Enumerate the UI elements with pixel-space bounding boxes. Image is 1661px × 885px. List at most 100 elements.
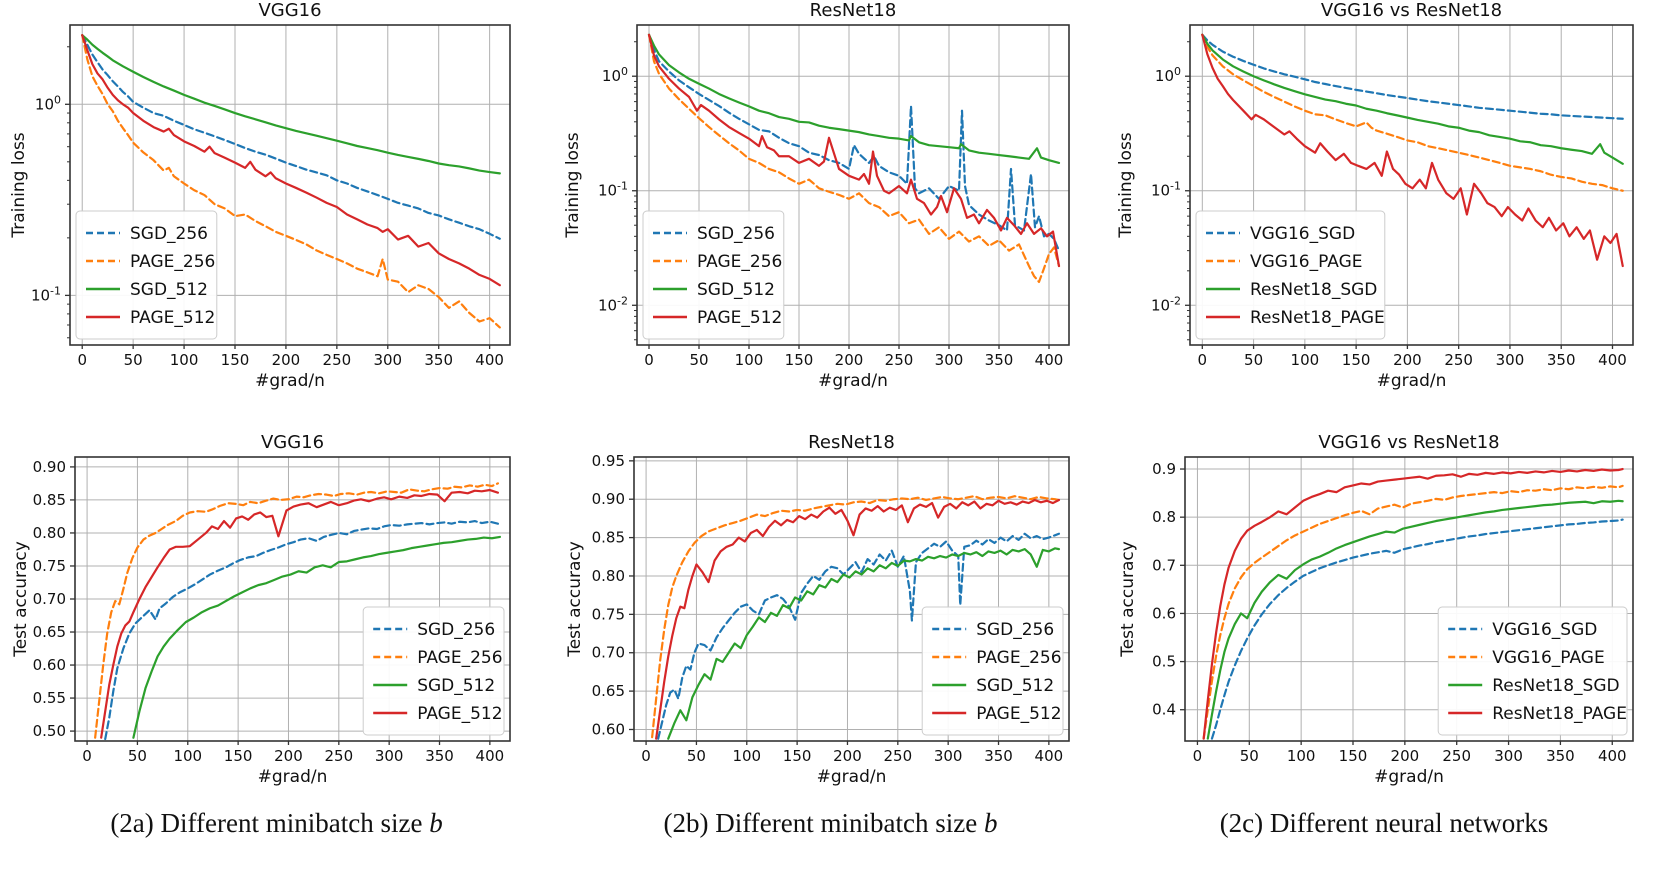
legend-label-page_512: PAGE_512 xyxy=(697,308,782,328)
svg-text:250: 250 xyxy=(323,351,352,369)
svg-text:0.95: 0.95 xyxy=(592,452,625,470)
svg-text:200: 200 xyxy=(1391,747,1420,765)
svg-text:0.9: 0.9 xyxy=(1152,460,1176,478)
svg-text:400: 400 xyxy=(1598,351,1627,369)
caption-text: (2b) Different minibatch size xyxy=(663,808,984,838)
svg-text:150: 150 xyxy=(1339,747,1368,765)
svg-text:150: 150 xyxy=(221,351,250,369)
series-group xyxy=(81,34,501,329)
series-group xyxy=(651,495,1061,740)
cap-2c: (2c) Different neural networks xyxy=(1107,808,1661,839)
caption-symbol: b xyxy=(429,808,443,838)
svg-text:0.65: 0.65 xyxy=(33,623,66,641)
legend-label-resnet18_page: ResNet18_PAGE xyxy=(1250,308,1385,328)
series-line-vgg16_sgd xyxy=(1201,33,1624,120)
svg-text:200: 200 xyxy=(1393,351,1422,369)
svg-text:350: 350 xyxy=(424,351,453,369)
series-line-vgg16_page xyxy=(1201,33,1624,192)
series-line-page_512 xyxy=(100,488,500,739)
svg-text:250: 250 xyxy=(885,351,914,369)
legend-label-page_512: PAGE_512 xyxy=(417,704,502,724)
x-axis-ticks: 0 50 100 150 200 250 300 350 400 xyxy=(641,741,1063,765)
svg-text:400: 400 xyxy=(1598,747,1627,765)
legend-label-sgd_256: SGD_256 xyxy=(697,224,775,244)
caption-text: (2c) Different neural networks xyxy=(1219,808,1549,838)
x-axis-label: #grad/n xyxy=(1374,767,1444,787)
svg-text:400: 400 xyxy=(475,351,504,369)
svg-text:250: 250 xyxy=(883,747,912,765)
svg-text:350: 350 xyxy=(985,351,1014,369)
legend: SGD_256 PAGE_256 SGD_512 PAGE_512 xyxy=(921,606,1064,736)
svg-text:400: 400 xyxy=(1035,747,1064,765)
svg-text:100: 100 xyxy=(173,747,202,765)
legend: VGG16_SGD VGG16_PAGE ResNet18_SGD ResNet18_… xyxy=(1437,606,1628,736)
x-axis-ticks: 0 50 100 150 200 250 300 350 400 xyxy=(1193,741,1627,765)
legend-label-vgg16_page: VGG16_PAGE xyxy=(1250,252,1363,272)
series-line-sgd_256 xyxy=(657,532,1061,740)
x-axis-ticks: 0 50 100 150 200 250 300 350 400 xyxy=(1198,345,1627,369)
legend-label-resnet18_sgd: ResNet18_SGD xyxy=(1492,676,1619,696)
chart-panel-vgg16-vs-resnet18-training-loss: VGG16 vs ResNet18 0 50 100 150 200 250 300 350 40… xyxy=(1107,0,1661,390)
svg-text:50: 50 xyxy=(1244,351,1263,369)
svg-text:0: 0 xyxy=(641,747,651,765)
series-line-sgd_512 xyxy=(81,34,501,175)
svg-text:0.6: 0.6 xyxy=(1152,604,1176,622)
legend-label-page_256: PAGE_256 xyxy=(417,648,502,668)
svg-text:100: 100 xyxy=(735,351,764,369)
svg-text:100: 100 xyxy=(732,747,761,765)
legend: SGD_256 PAGE_256 SGD_512 PAGE_512 xyxy=(75,210,218,340)
series-line-sgd_256 xyxy=(104,519,500,741)
x-axis-ticks: 0 50 100 150 200 250 300 350 400 xyxy=(82,741,504,765)
svg-text:150: 150 xyxy=(785,351,814,369)
caption-text: (2a) Different minibatch size xyxy=(110,808,430,838)
y-axis-ticks: 100 10-1 10-2 xyxy=(598,65,637,314)
svg-text:0.75: 0.75 xyxy=(33,557,66,575)
chart-panel-vgg16-vs-resnet18-test-accuracy: VGG16 vs ResNet18 0 50 100 150 200 250 300 350 40… xyxy=(1107,393,1661,793)
axes-frame xyxy=(633,456,1070,742)
series-group xyxy=(94,482,502,741)
svg-text:350: 350 xyxy=(425,747,454,765)
y-axis-label: Training loss xyxy=(563,132,583,238)
y-axis-label: Training loss xyxy=(9,132,29,238)
series-line-resnet18_sgd xyxy=(1201,33,1624,165)
svg-text:100: 100 xyxy=(1291,351,1320,369)
legend: VGG16_SGD VGG16_PAGE ResNet18_SGD ResNet18_… xyxy=(1195,210,1386,340)
svg-text:250: 250 xyxy=(1442,747,1471,765)
legend-label-vgg16_sgd: VGG16_SGD xyxy=(1492,620,1597,640)
y-axis-ticks: 0.50 0.55 0.60 0.65 0.70 0.75 0.80 0.85 0.90 xyxy=(33,458,75,740)
svg-text:400: 400 xyxy=(1035,351,1064,369)
svg-text:0.85: 0.85 xyxy=(592,529,625,547)
x-axis-ticks: 0 50 100 150 200 250 300 350 400 xyxy=(644,345,1063,369)
chart-title: VGG16 vs ResNet18 xyxy=(1321,0,1502,21)
axes-frame xyxy=(1189,24,1634,346)
svg-text:0.70: 0.70 xyxy=(33,590,66,608)
svg-text:300: 300 xyxy=(1494,747,1523,765)
y-axis-label: Training loss xyxy=(1116,132,1136,238)
y-axis-ticks: 0.60 0.65 0.70 0.75 0.80 0.85 0.90 0.95 xyxy=(592,452,634,738)
y-axis-ticks: 0.4 0.5 0.6 0.7 0.8 0.9 xyxy=(1152,460,1185,719)
svg-text:0: 0 xyxy=(1193,747,1203,765)
series-group xyxy=(1201,33,1624,268)
legend-label-resnet18_page: ResNet18_PAGE xyxy=(1492,704,1627,724)
svg-text:0: 0 xyxy=(82,747,92,765)
chart-title: VGG16 vs ResNet18 xyxy=(1318,432,1499,453)
svg-text:350: 350 xyxy=(984,747,1013,765)
series-line-page_256 xyxy=(81,34,501,329)
series-group xyxy=(647,33,1061,283)
y-axis-label: Test accuracy xyxy=(565,541,585,658)
legend-label-sgd_512: SGD_512 xyxy=(976,676,1054,696)
svg-text:350: 350 xyxy=(1546,747,1575,765)
svg-text:50: 50 xyxy=(1240,747,1259,765)
axes-frame xyxy=(69,24,511,346)
series-line-sgd_512 xyxy=(132,535,502,739)
series-line-sgd_256 xyxy=(81,34,501,240)
series-line-resnet18_page xyxy=(1201,33,1624,268)
svg-text:300: 300 xyxy=(1496,351,1525,369)
legend-label-page_256: PAGE_256 xyxy=(976,648,1061,668)
legend-label-resnet18_sgd: ResNet18_SGD xyxy=(1250,280,1377,300)
svg-text:100: 100 xyxy=(602,65,628,85)
series-line-vgg16_sgd xyxy=(1210,518,1624,740)
series-line-page_512 xyxy=(655,498,1061,740)
series-line-page_512 xyxy=(647,33,1061,268)
